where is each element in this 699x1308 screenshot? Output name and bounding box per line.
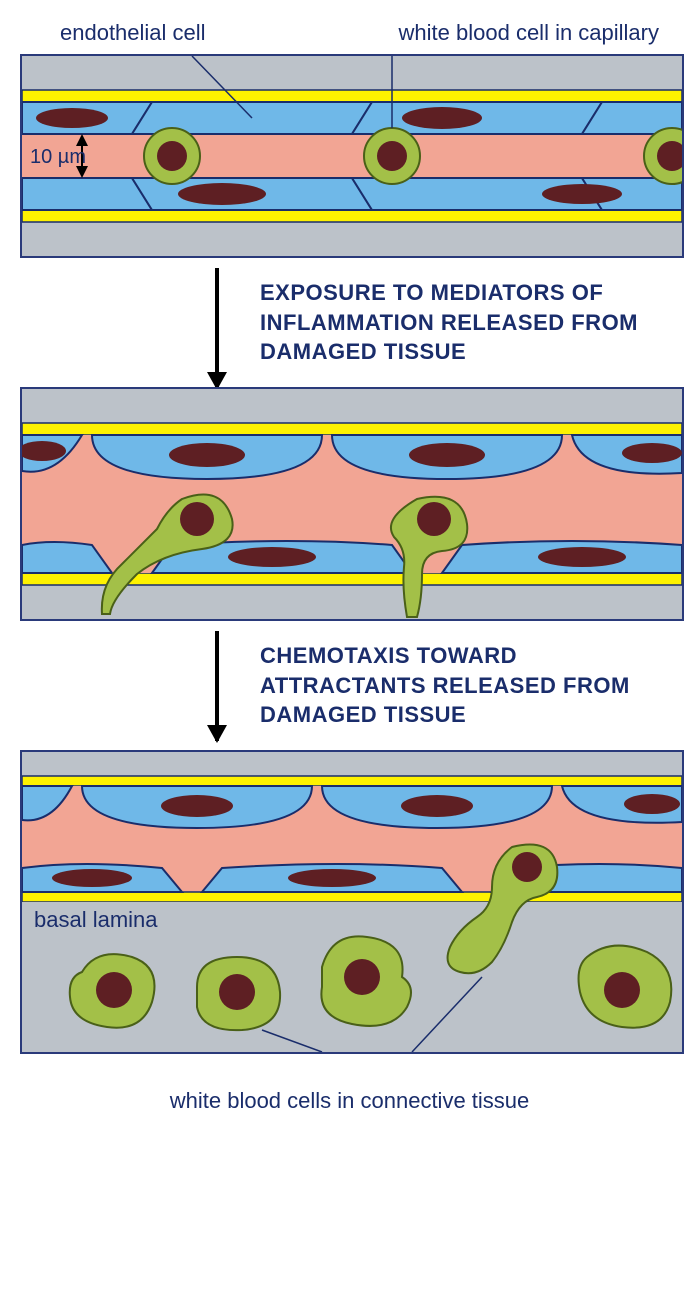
panel-1: 10 µm: [20, 54, 684, 258]
panel-3: basal lamina: [20, 750, 684, 1054]
step-1: EXPOSURE TO MEDIATORS OF INFLAMMATION RE…: [20, 258, 679, 387]
panel-2: [20, 387, 684, 621]
label-basal-lamina-svg: basal lamina: [34, 907, 158, 932]
label-endothelial: endothelial cell: [60, 20, 206, 46]
step-1-text: EXPOSURE TO MEDIATORS OF INFLAMMATION RE…: [210, 278, 659, 367]
step-2: CHEMOTAXIS TOWARD ATTRACTANTS RELEASED F…: [20, 621, 679, 750]
scale-label: 10 µm: [30, 146, 86, 169]
label-wbc-tissue: white blood cells in connective tissue: [20, 1054, 679, 1114]
step-2-text: CHEMOTAXIS TOWARD ATTRACTANTS RELEASED F…: [210, 641, 659, 730]
label-wbc-capillary: white blood cell in capillary: [399, 20, 659, 46]
